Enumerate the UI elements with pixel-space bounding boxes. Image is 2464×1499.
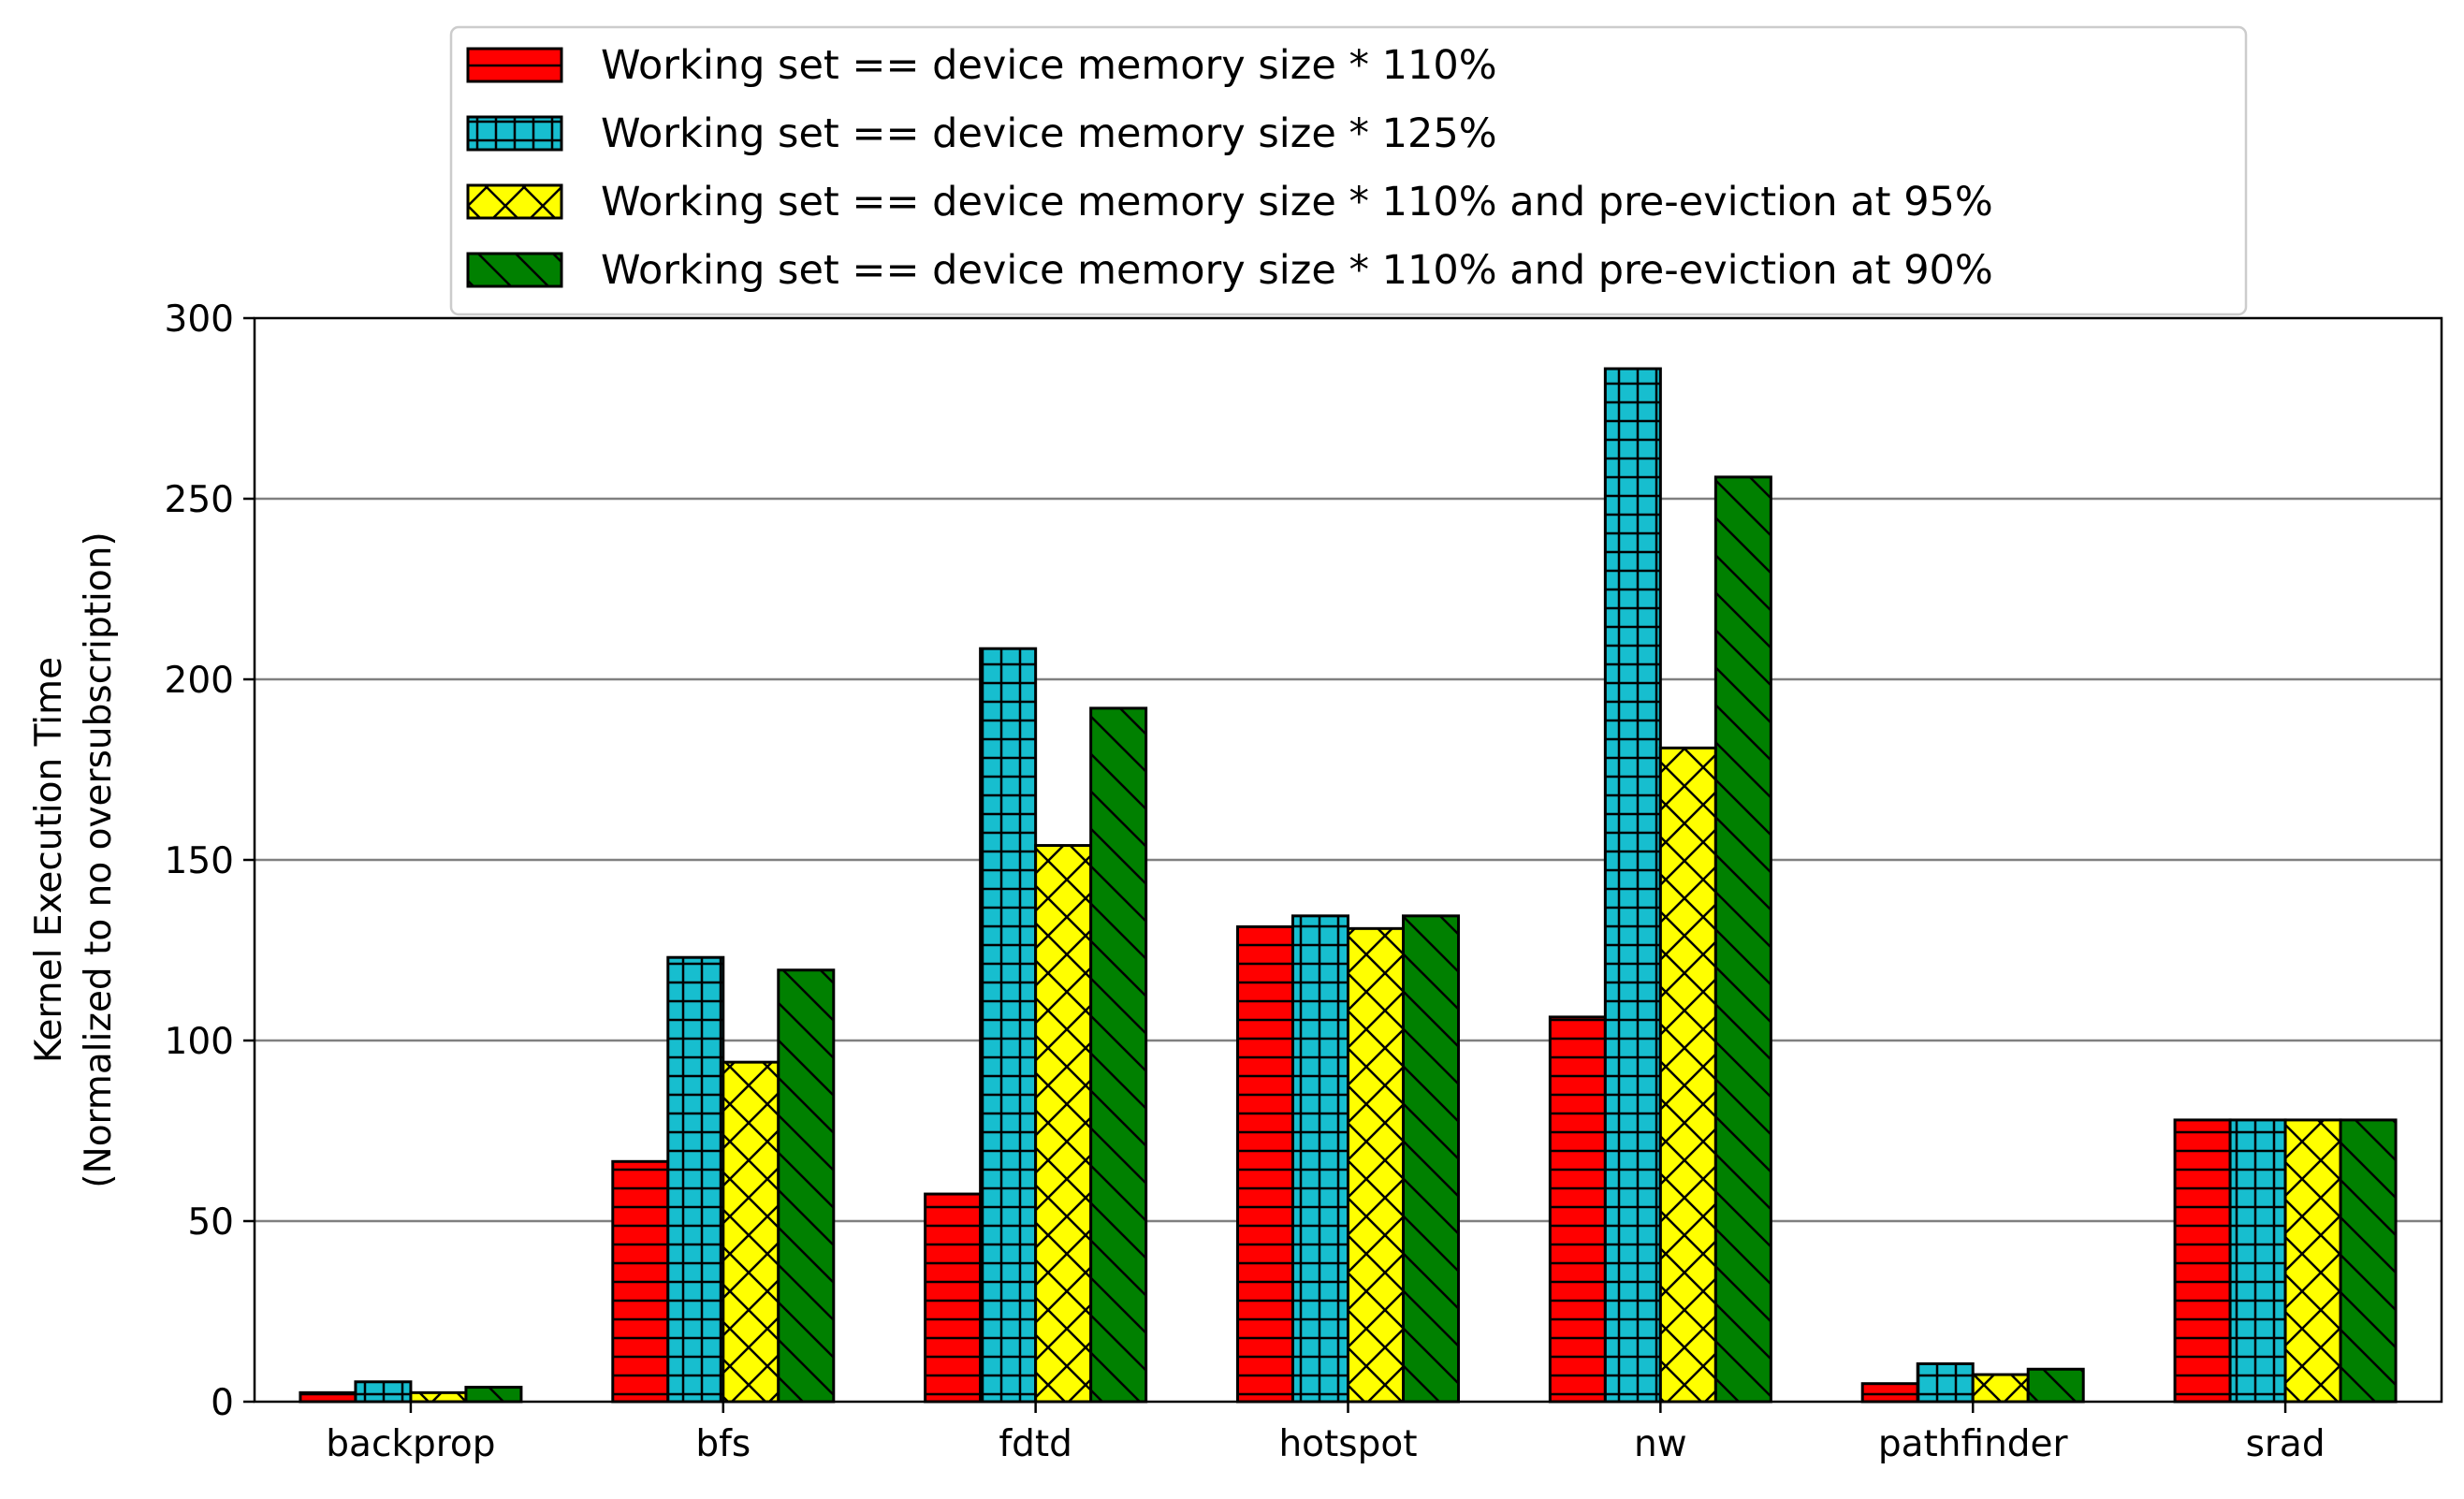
- bar-bfs-series-1: [611, 1159, 670, 1404]
- gridlines: [255, 497, 2442, 1223]
- legend-label-series-1: Working set == device memory size * 110%: [601, 42, 1497, 89]
- legend-swatch-series-3: [466, 183, 563, 220]
- bar-nw-series-2: [1603, 367, 1662, 1404]
- bar-backprop-series-2: [354, 1380, 413, 1404]
- bar-pathfinder-series-1: [1860, 1382, 1919, 1404]
- legend-swatch-series-4: [466, 252, 563, 288]
- bar-fdtd-series-4: [1089, 706, 1148, 1404]
- y-tick-label: 200: [165, 660, 234, 702]
- bar-fdtd-series-1: [924, 1192, 983, 1404]
- x-axis: backprop bfs fdtd hotspot nw pathfinder srad: [326, 1402, 2325, 1465]
- x-tick-label-pathfinder: pathfinder: [1878, 1423, 2069, 1465]
- y-tick-label: 0: [211, 1382, 234, 1424]
- bar-hotspot-series-2: [1291, 914, 1349, 1404]
- x-tick-label-bfs: bfs: [695, 1423, 751, 1465]
- bar-backprop-series-4: [464, 1386, 523, 1404]
- x-tick-label-nw: nw: [1634, 1423, 1687, 1465]
- bar-pathfinder-series-4: [2026, 1367, 2085, 1404]
- bar-fdtd-series-2: [979, 647, 1038, 1404]
- bar-nw-series-3: [1658, 746, 1717, 1404]
- y-tick-label: 100: [165, 1021, 234, 1063]
- bar-pathfinder-series-2: [1916, 1361, 1975, 1404]
- legend-swatch-series-2: [466, 115, 563, 152]
- y-tick-label: 250: [165, 479, 234, 521]
- bar-hotspot-series-4: [1402, 914, 1460, 1404]
- bar-nw-series-4: [1713, 475, 1772, 1404]
- legend-label-series-3: Working set == device memory size * 110%…: [601, 179, 1993, 226]
- y-tick-label: 300: [165, 298, 234, 341]
- bar-hotspot-series-1: [1236, 924, 1294, 1404]
- bar-srad-series-3: [2283, 1118, 2342, 1404]
- bar-srad-series-2: [2228, 1118, 2287, 1404]
- bar-pathfinder-series-3: [1971, 1373, 2030, 1404]
- legend-label-series-4: Working set == device memory size * 110%…: [601, 247, 1993, 294]
- bar-hotspot-series-3: [1347, 926, 1405, 1404]
- legend-swatch-series-1: [466, 47, 563, 83]
- bar-nw-series-1: [1548, 1015, 1607, 1404]
- y-axis-title-line-2: (Normalized to no oversubscription): [78, 531, 120, 1187]
- x-tick-label-fdtd: fdtd: [999, 1423, 1072, 1465]
- legend-frame: [449, 25, 2248, 316]
- x-tick-label-backprop: backprop: [326, 1423, 495, 1465]
- x-tick-label-hotspot: hotspot: [1278, 1423, 1417, 1465]
- bar-srad-series-1: [2173, 1118, 2232, 1404]
- legend: Working set == device memory size * 110%…: [449, 25, 2248, 316]
- bar-bfs-series-4: [777, 968, 836, 1404]
- y-axis: 0 50 100 150 200 250 300: [165, 298, 255, 1424]
- bar-srad-series-4: [2339, 1118, 2398, 1404]
- bar-bfs-series-3: [722, 1060, 780, 1404]
- bar-bfs-series-2: [666, 955, 725, 1404]
- x-tick-label-srad: srad: [2246, 1423, 2325, 1465]
- bar-backprop-series-3: [409, 1390, 468, 1404]
- y-tick-label: 50: [187, 1201, 234, 1244]
- bar-fdtd-series-3: [1034, 844, 1093, 1404]
- legend-label-series-2: Working set == device memory size * 125%: [601, 110, 1497, 157]
- y-tick-label: 150: [165, 840, 234, 882]
- y-axis-title-line-1: Kernel Execution Time: [28, 657, 70, 1063]
- bars: [299, 367, 2398, 1404]
- bar-backprop-series-1: [299, 1390, 357, 1404]
